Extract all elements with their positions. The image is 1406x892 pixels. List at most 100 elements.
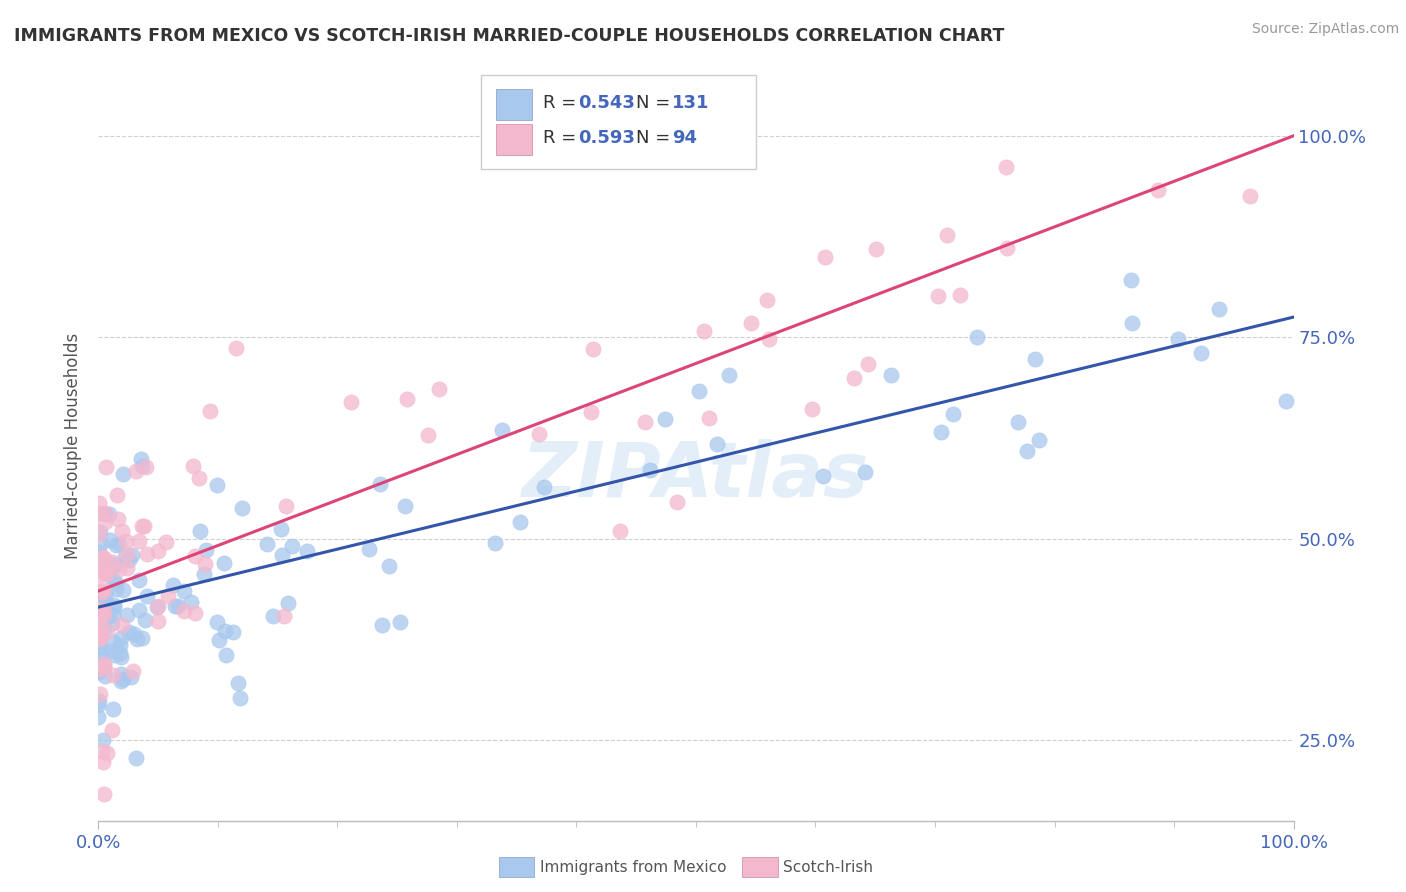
Point <box>281 539 304 553</box>
Point <box>110 674 132 689</box>
Point <box>108 646 131 660</box>
Point <box>155 534 177 549</box>
Point <box>110 650 132 665</box>
Point <box>183 549 205 564</box>
Point <box>165 599 187 613</box>
Point <box>93 659 115 673</box>
Point <box>114 550 136 565</box>
Point <box>89 631 111 645</box>
Point <box>89 558 111 572</box>
Point <box>194 557 217 571</box>
Point <box>183 607 205 621</box>
Point <box>638 463 661 477</box>
Point <box>90 604 112 618</box>
Point <box>108 562 131 576</box>
Point <box>118 624 141 639</box>
Point <box>94 460 117 475</box>
Point <box>132 518 155 533</box>
Bar <box>496 124 533 155</box>
Point <box>276 500 298 514</box>
Point <box>107 512 129 526</box>
Point <box>378 558 401 573</box>
Point <box>93 669 115 683</box>
Point <box>101 723 124 738</box>
Point <box>214 624 236 638</box>
Point <box>90 550 112 565</box>
Point <box>104 557 127 571</box>
Point <box>370 476 392 491</box>
Point <box>697 411 720 425</box>
Point <box>527 427 550 442</box>
Point <box>87 694 110 708</box>
Point <box>125 632 148 646</box>
Point <box>1274 393 1296 408</box>
Point <box>273 609 295 624</box>
Point <box>195 543 218 558</box>
Point <box>136 547 159 561</box>
Point <box>87 653 110 667</box>
Point <box>94 566 117 580</box>
Point <box>740 316 762 330</box>
Point <box>1147 182 1170 196</box>
Point <box>110 666 132 681</box>
Point <box>173 584 195 599</box>
Point <box>427 382 450 396</box>
Point <box>94 612 117 626</box>
Point <box>103 598 125 612</box>
Text: 131: 131 <box>672 94 710 112</box>
Point <box>395 392 418 406</box>
Point <box>865 242 887 256</box>
Text: R =: R = <box>543 129 582 147</box>
Point <box>89 662 111 676</box>
Point <box>634 415 657 429</box>
Point <box>855 465 877 479</box>
Text: Scotch-Irish: Scotch-Irish <box>783 860 873 874</box>
Point <box>193 567 215 582</box>
Point <box>111 618 134 632</box>
Point <box>89 603 111 617</box>
Point <box>97 561 120 575</box>
Point <box>844 371 866 385</box>
Point <box>89 624 111 638</box>
Point <box>87 624 110 638</box>
Point <box>87 615 110 630</box>
Point <box>654 412 676 426</box>
Point <box>89 631 111 645</box>
Point <box>93 787 115 801</box>
FancyBboxPatch shape <box>481 75 756 169</box>
Point <box>135 460 157 475</box>
Point <box>1028 433 1050 447</box>
Point <box>105 582 128 596</box>
Point <box>148 599 170 614</box>
Text: 0.543: 0.543 <box>578 94 634 112</box>
Point <box>146 544 169 558</box>
Text: 94: 94 <box>672 129 697 147</box>
Point <box>94 507 117 521</box>
Point <box>104 538 127 552</box>
Point <box>89 640 111 654</box>
Point <box>357 541 380 556</box>
Point <box>90 647 112 661</box>
Point <box>89 635 111 649</box>
Point <box>340 395 363 409</box>
Point <box>688 384 710 398</box>
Point <box>122 664 145 678</box>
Point <box>484 535 506 549</box>
Point <box>533 480 555 494</box>
Point <box>131 519 153 533</box>
Point <box>927 289 949 303</box>
Point <box>1167 332 1189 346</box>
Point <box>416 428 439 442</box>
Point <box>125 751 148 765</box>
Point <box>148 614 170 628</box>
Point <box>371 618 394 632</box>
Point <box>1239 189 1261 203</box>
Point <box>111 583 134 598</box>
Point <box>801 402 824 417</box>
Point <box>118 553 141 567</box>
Point <box>110 638 132 652</box>
Point <box>93 657 115 671</box>
Point <box>112 467 135 481</box>
Point <box>93 551 115 566</box>
Text: N =: N = <box>637 129 676 147</box>
